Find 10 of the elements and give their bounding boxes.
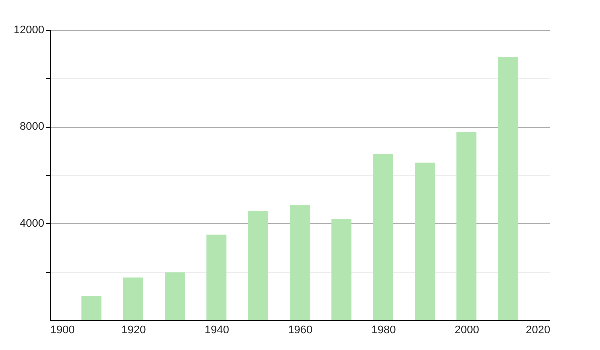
x-tick-label: 1900 <box>50 324 75 336</box>
x-tick-label: 2000 <box>454 324 480 336</box>
x-tick-label: 1980 <box>372 324 396 336</box>
y-tick-label: 8000 <box>20 121 44 134</box>
y-tick-label: 4000 <box>20 218 44 230</box>
x-tick-label: 1920 <box>122 324 146 336</box>
y-tick-label: 12000 <box>14 24 44 36</box>
x-tick-label: 2020 <box>526 324 550 336</box>
x-tick-label: 1940 <box>204 324 230 336</box>
x-tick-label: 1960 <box>288 324 313 336</box>
